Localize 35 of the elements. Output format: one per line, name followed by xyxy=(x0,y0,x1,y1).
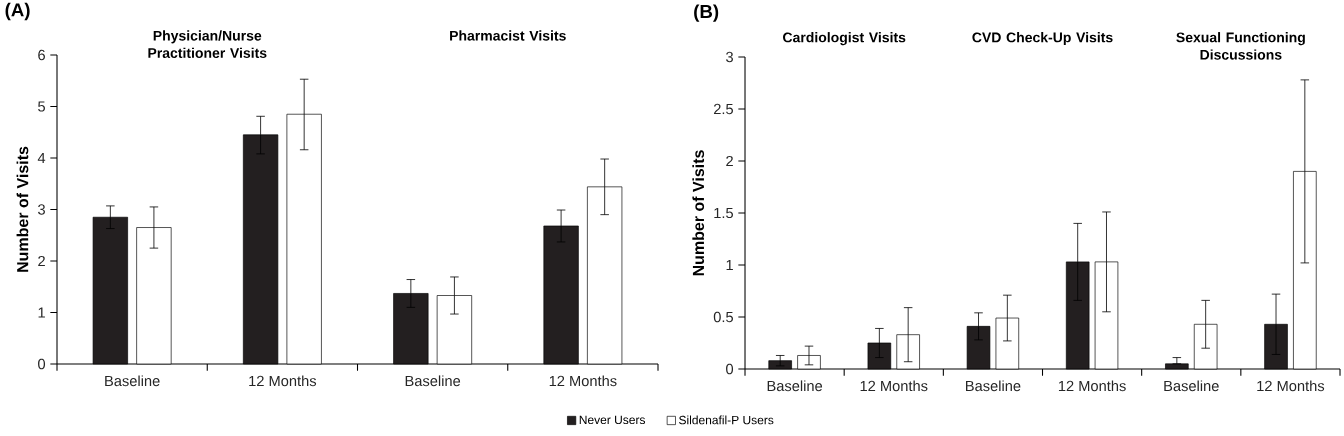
y-tick-label: 0.5 xyxy=(713,311,733,323)
x-tick-label: 12 Months xyxy=(549,375,617,387)
y-tick-label: 2 xyxy=(726,155,733,167)
text: Cardiologist Visits xyxy=(783,32,906,46)
x-tick-label: 12 Months xyxy=(860,380,928,392)
x-tick-label: 12 Months xyxy=(1257,380,1325,392)
y-tick-label: 2 xyxy=(38,255,45,267)
y-tick-label: 1 xyxy=(726,259,733,271)
x-tick-label: 12 Months xyxy=(249,375,317,387)
x-tick-label: Baseline xyxy=(405,375,461,387)
annotation: Physician/Nurse Practitioner Visits xyxy=(148,30,267,58)
y-tick-label: 0 xyxy=(38,358,46,370)
y-tick-label: 2.5 xyxy=(713,103,733,115)
y-tick-label: 3 xyxy=(38,204,45,215)
legend-label: Sildenafil-P Users xyxy=(679,415,774,425)
y-tick-label: 3 xyxy=(726,51,733,63)
x-tick-label: Baseline xyxy=(1164,380,1219,392)
x-tick-label: 12 Months xyxy=(1058,380,1126,392)
x-tick-label: Baseline xyxy=(105,375,160,387)
text: CVD Check-Up Visits xyxy=(972,32,1113,46)
x-tick-label: Baseline xyxy=(966,380,1021,392)
y-tick-label: 0 xyxy=(726,363,734,375)
y-tick-label: 1 xyxy=(38,307,45,318)
annotation: Sexual Functioning Discussions xyxy=(1176,32,1305,60)
y-tick-label: 4 xyxy=(37,152,46,164)
y-axis-title: Number of Visits xyxy=(16,146,29,272)
x-tick-label: Baseline xyxy=(767,380,823,392)
legend-label: Never Users xyxy=(579,415,646,425)
y-tick-label: 5 xyxy=(38,101,45,112)
y-tick-label: 6 xyxy=(38,49,45,61)
y-axis-title: Number of Visits xyxy=(692,150,705,276)
y-tick-label: 1.5 xyxy=(714,207,733,219)
chart-title: (A) xyxy=(5,2,30,21)
chart-title: (B) xyxy=(694,4,719,22)
text: Pharmacist Visits xyxy=(450,30,566,41)
